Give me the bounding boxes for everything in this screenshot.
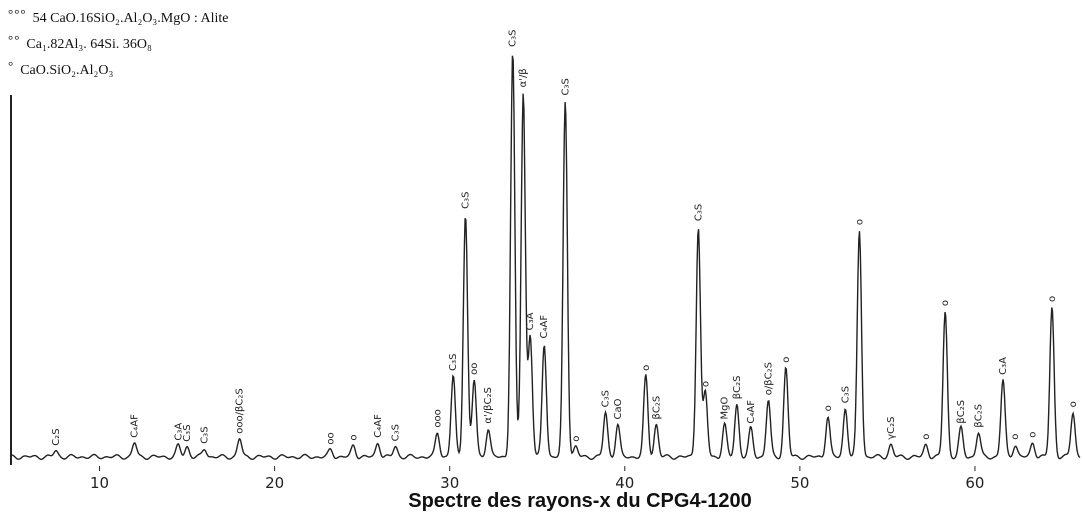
- peak-label: o: [1010, 434, 1021, 440]
- peak-label: o: [781, 357, 792, 363]
- peak-label: o: [700, 381, 711, 387]
- x-ticks: 10 20 30 40 50 60: [90, 466, 984, 492]
- peak-label: βC₂S: [974, 404, 985, 428]
- chart-title: Spectre des rayons-x du CPG4-1200: [408, 490, 752, 512]
- peak-label: ooo/βC₂S: [235, 388, 246, 433]
- peak-label: C₃A: [525, 312, 536, 330]
- peak-label: ooo: [432, 409, 443, 427]
- peak-label: C₃A: [173, 423, 184, 441]
- legend-text: Ca₁.82Al₃. 64Si. 36O₈: [26, 37, 152, 52]
- peak-label: βC₂S: [651, 396, 662, 420]
- peak-label: C₃S: [390, 424, 401, 441]
- peak-label: C₃A: [998, 357, 1009, 375]
- peak-label: α'/βC₂S: [483, 387, 494, 423]
- peak-label: CaO: [613, 398, 624, 419]
- peak-label: C₄AF: [130, 414, 141, 438]
- peak-label: C₃S: [461, 192, 472, 209]
- peak-label: o/βC₂S: [763, 362, 774, 395]
- peak-label: C₄AF: [373, 414, 384, 438]
- peak-label: C₄AF: [539, 315, 550, 339]
- peak-label: o: [854, 219, 865, 225]
- peak-label: o: [940, 300, 951, 306]
- peak-label: C₃S: [200, 426, 211, 443]
- peak-label: γC₂S: [886, 417, 897, 440]
- legend-entry-alite: °°° 54 CaO.16SiO₂.Al₂O₃.MgO : Alite: [8, 6, 229, 27]
- legend-entry-cao-sio2: ° CaO.SiO₂.Al₂O₃: [8, 58, 114, 79]
- spectrum-line: [11, 55, 1081, 461]
- peak-label: C₂S: [51, 428, 62, 445]
- peak-label: o: [348, 434, 359, 440]
- peak-label: o: [1068, 401, 1079, 407]
- peak-label: C₃S: [560, 78, 571, 95]
- legend-mark: °°: [8, 32, 21, 47]
- peak-label: oo: [326, 432, 337, 444]
- peak-label: o: [641, 365, 652, 371]
- peak-label: MgO: [720, 397, 731, 420]
- peak-label: o: [571, 436, 582, 442]
- x-tick-label: 40: [615, 474, 634, 492]
- legend-text: 54 CaO.16SiO₂.Al₂O₃.MgO : Alite: [32, 11, 229, 26]
- peak-label: βC₂S: [732, 376, 743, 400]
- legend-mark: °°°: [8, 6, 27, 21]
- peak-label: C₃S: [693, 204, 704, 221]
- peak-label: βC₂S: [956, 400, 967, 424]
- legend-text: CaO.SiO₂.Al₂O₃: [20, 63, 114, 78]
- peak-label: C₄AF: [746, 400, 757, 424]
- x-tick-label: 20: [265, 474, 284, 492]
- legend-entry-ca-al-si: °° Ca₁.82Al₃. 64Si. 36O₈: [8, 32, 152, 53]
- peak-label: C₃S: [508, 30, 519, 47]
- peak-label: o: [1028, 432, 1039, 438]
- x-tick-label: 10: [90, 474, 109, 492]
- peak-label: o: [921, 434, 932, 440]
- x-tick-label: 50: [790, 474, 809, 492]
- peak-label: o: [1047, 296, 1058, 302]
- peak-label: oo: [469, 363, 480, 375]
- peak-label: C₃S: [182, 424, 193, 441]
- peak-label: o: [823, 405, 834, 411]
- peak-label: C₃S: [601, 390, 612, 407]
- legend-mark: °: [8, 58, 15, 73]
- x-tick-label: 60: [965, 474, 984, 492]
- x-tick-label: 30: [440, 474, 459, 492]
- peak-label: α'/β: [518, 68, 529, 87]
- peak-label: C₃S: [448, 354, 459, 371]
- peak-label: C₃S: [840, 386, 851, 403]
